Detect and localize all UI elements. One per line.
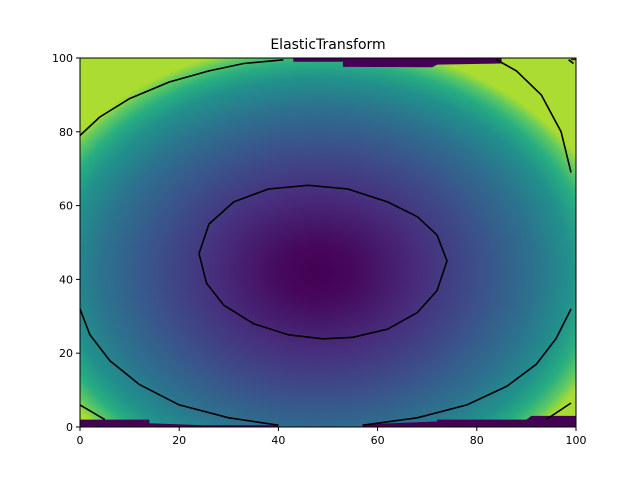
heatmap-image (80, 58, 576, 427)
contour-corner-bottom-right (545, 402, 572, 421)
contour-outer-bottom-right (362, 308, 572, 426)
x-tick-label: 100 (566, 434, 587, 447)
y-tick-label: 100 (52, 52, 73, 65)
y-tick-label: 0 (66, 421, 73, 434)
y-tick-label: 80 (59, 126, 73, 139)
y-tick-label: 20 (59, 347, 73, 360)
contour-outer-bottom-left (79, 308, 279, 426)
artifact-region-top-middle (293, 58, 502, 68)
axes-frame (79, 57, 577, 428)
artifact-region-bottom-right (362, 415, 576, 427)
x-tick-label: 0 (77, 434, 84, 447)
contour-corner-top-right (568, 59, 574, 65)
contour-outer-top-right (496, 59, 572, 173)
artifact-region-top-sliver (571, 58, 576, 61)
x-tick-label: 80 (470, 434, 484, 447)
contour-outer-top (79, 59, 284, 137)
chart-title: ElasticTransform (270, 37, 385, 53)
x-tick-label: 60 (371, 434, 385, 447)
y-tick-label: 60 (59, 200, 73, 213)
x-tick-label: 20 (172, 434, 186, 447)
artifact-region-bottom-left (80, 419, 279, 427)
y-axis: 0 20 40 60 80 100 (52, 52, 80, 434)
contour-inner (198, 184, 448, 340)
chart-marks (79, 58, 576, 427)
y-tick-label: 40 (59, 273, 73, 286)
x-tick-label: 40 (271, 434, 285, 447)
x-axis: 0 20 40 60 80 100 (77, 427, 587, 447)
contour-corner-bottom-left (79, 404, 106, 421)
